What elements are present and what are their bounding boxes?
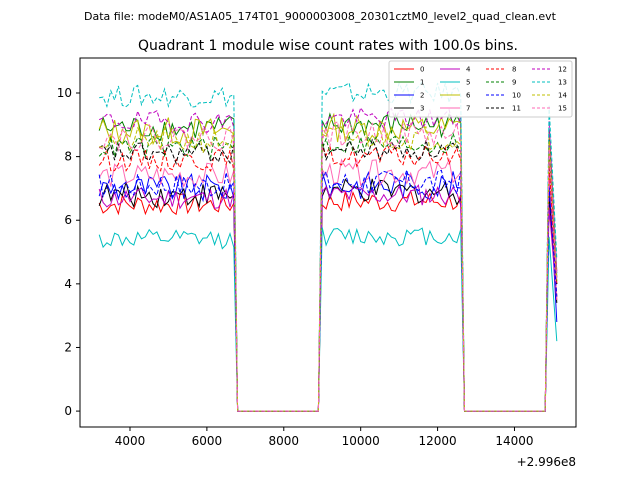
x-tick-label: 6000 [192, 434, 223, 448]
series-line-9 [98, 131, 558, 412]
series-line-5 [98, 227, 558, 412]
series-line-1 [98, 112, 558, 412]
series-line-15 [99, 120, 558, 412]
series-line-4 [98, 184, 558, 412]
legend-label-12: 12 [558, 66, 567, 74]
legend-label-9: 9 [512, 79, 516, 87]
chart-title: Quadrant 1 module wise count rates with … [138, 38, 518, 54]
legend-label-13: 13 [558, 79, 567, 87]
legend-label-11: 11 [512, 105, 521, 113]
x-axis: 4000 6000 8000 10000 12000 14000 [115, 427, 534, 448]
y-tick-label: 4 [64, 277, 72, 291]
x-tick-label: 8000 [269, 434, 300, 448]
series-line-11 [98, 138, 558, 412]
legend-label-6: 6 [466, 92, 471, 100]
series-line-12 [99, 106, 558, 412]
series-line-8 [98, 144, 558, 412]
series-line-2 [98, 171, 558, 412]
suptitle: Data file: modeM0/AS1A05_174T01_90000030… [84, 10, 557, 23]
series-line-7 [98, 158, 558, 412]
series-line-14 [99, 126, 558, 412]
y-tick-label: 0 [64, 404, 72, 418]
x-offset-label: +2.996e8 [517, 455, 576, 469]
x-tick-label: 4000 [115, 434, 146, 448]
y-axis: 0 2 4 6 8 10 [57, 86, 80, 418]
legend-label-14: 14 [558, 92, 567, 100]
x-tick-label: 14000 [495, 434, 533, 448]
axes-frame [79, 57, 577, 428]
x-tick-label: 10000 [342, 434, 380, 448]
legend-label-1: 1 [420, 79, 424, 87]
y-tick-label: 8 [64, 150, 72, 164]
legend-label-0: 0 [420, 66, 424, 74]
y-tick-label: 2 [64, 340, 72, 354]
plot-lines [98, 80, 558, 412]
x-tick-label: 12000 [418, 434, 456, 448]
series-line-10 [98, 168, 558, 412]
legend-box [388, 60, 573, 118]
legend-label-10: 10 [512, 92, 521, 100]
legend-label-15: 15 [558, 105, 567, 113]
legend-label-3: 3 [420, 105, 424, 113]
series-line-0 [98, 189, 558, 412]
y-tick-label: 10 [57, 86, 72, 100]
legend-label-2: 2 [420, 92, 424, 100]
series-line-6 [98, 112, 558, 412]
legend-label-7: 7 [466, 105, 470, 113]
series-line-3 [98, 178, 558, 412]
legend-label-4: 4 [466, 66, 471, 74]
y-tick-label: 6 [64, 213, 72, 227]
legend-label-8: 8 [512, 66, 516, 74]
legend-label-5: 5 [466, 79, 470, 87]
